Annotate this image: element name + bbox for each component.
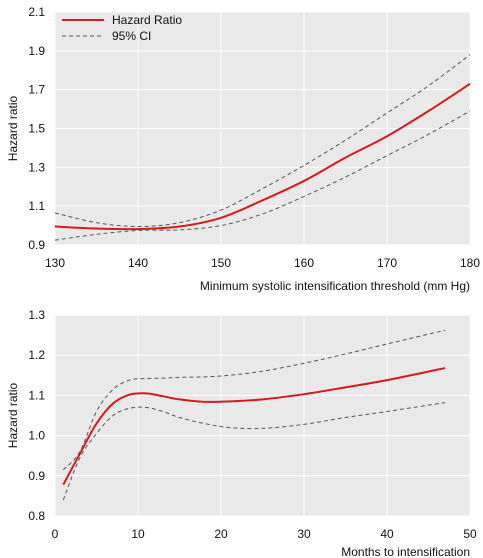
- ci-lower-line: [54, 110, 471, 241]
- x-tick-label: 10: [131, 527, 145, 541]
- ci-upper-line: [54, 54, 471, 228]
- x-tick-label: 160: [294, 256, 314, 270]
- y-axis-label: Hazard ratio: [6, 96, 20, 162]
- hazard-ratio-line: [54, 83, 471, 231]
- x-tick-label: 40: [380, 527, 394, 541]
- y-tick-label: 1.9: [28, 44, 45, 58]
- chart-panel-1: 0.9 1.1 1.3 1.5 1.7 1.9 2.1 130 140 150 160 170 180 M…: [6, 5, 480, 293]
- y-axis-label: Hazard ratio: [6, 383, 20, 449]
- y-tick-label: 1.3: [28, 308, 45, 322]
- x-axis-label: Months to intensification: [341, 545, 470, 558]
- ci-upper-line: [62, 329, 446, 471]
- legend-hazard-ratio-label: Hazard Ratio: [112, 13, 182, 27]
- y-tick-label: 1.2: [28, 348, 45, 362]
- x-axis-label: Minimum systolic intensification thresho…: [200, 279, 470, 293]
- y-tick-label: 0.8: [28, 509, 45, 523]
- x-tick-label: 0: [52, 527, 59, 541]
- legend: Hazard Ratio 95% CI: [62, 13, 182, 43]
- y-tick-label: 1.5: [28, 122, 45, 136]
- y-tick-label: 2.1: [28, 5, 45, 19]
- x-tick-label: 30: [297, 527, 311, 541]
- y-tick-label: 0.9: [28, 238, 45, 252]
- x-tick-label: 170: [377, 256, 397, 270]
- chart-panel-2: 0.8 0.9 1.0 1.1 1.2 1.3 0 10 20 30 40 50 Months to i…: [6, 308, 477, 558]
- x-tick-label: 150: [211, 256, 231, 270]
- plot-background: [55, 315, 470, 516]
- y-tick-label: 1.3: [28, 160, 45, 174]
- y-tick-label: 1.1: [28, 199, 45, 213]
- legend-ci-label: 95% CI: [112, 29, 151, 43]
- x-tick-label: 130: [45, 256, 65, 270]
- x-tick-label: 20: [214, 527, 228, 541]
- x-tick-label: 140: [128, 256, 148, 270]
- y-tick-label: 1.7: [28, 83, 45, 97]
- x-tick-label: 180: [460, 256, 480, 270]
- x-tick-label: 50: [463, 527, 477, 541]
- hazard-ratio-line: [62, 367, 446, 486]
- y-tick-label: 0.9: [28, 469, 45, 483]
- ci-lower-line: [62, 402, 446, 501]
- y-tick-label: 1.0: [28, 429, 45, 443]
- y-tick-label: 1.1: [28, 388, 45, 402]
